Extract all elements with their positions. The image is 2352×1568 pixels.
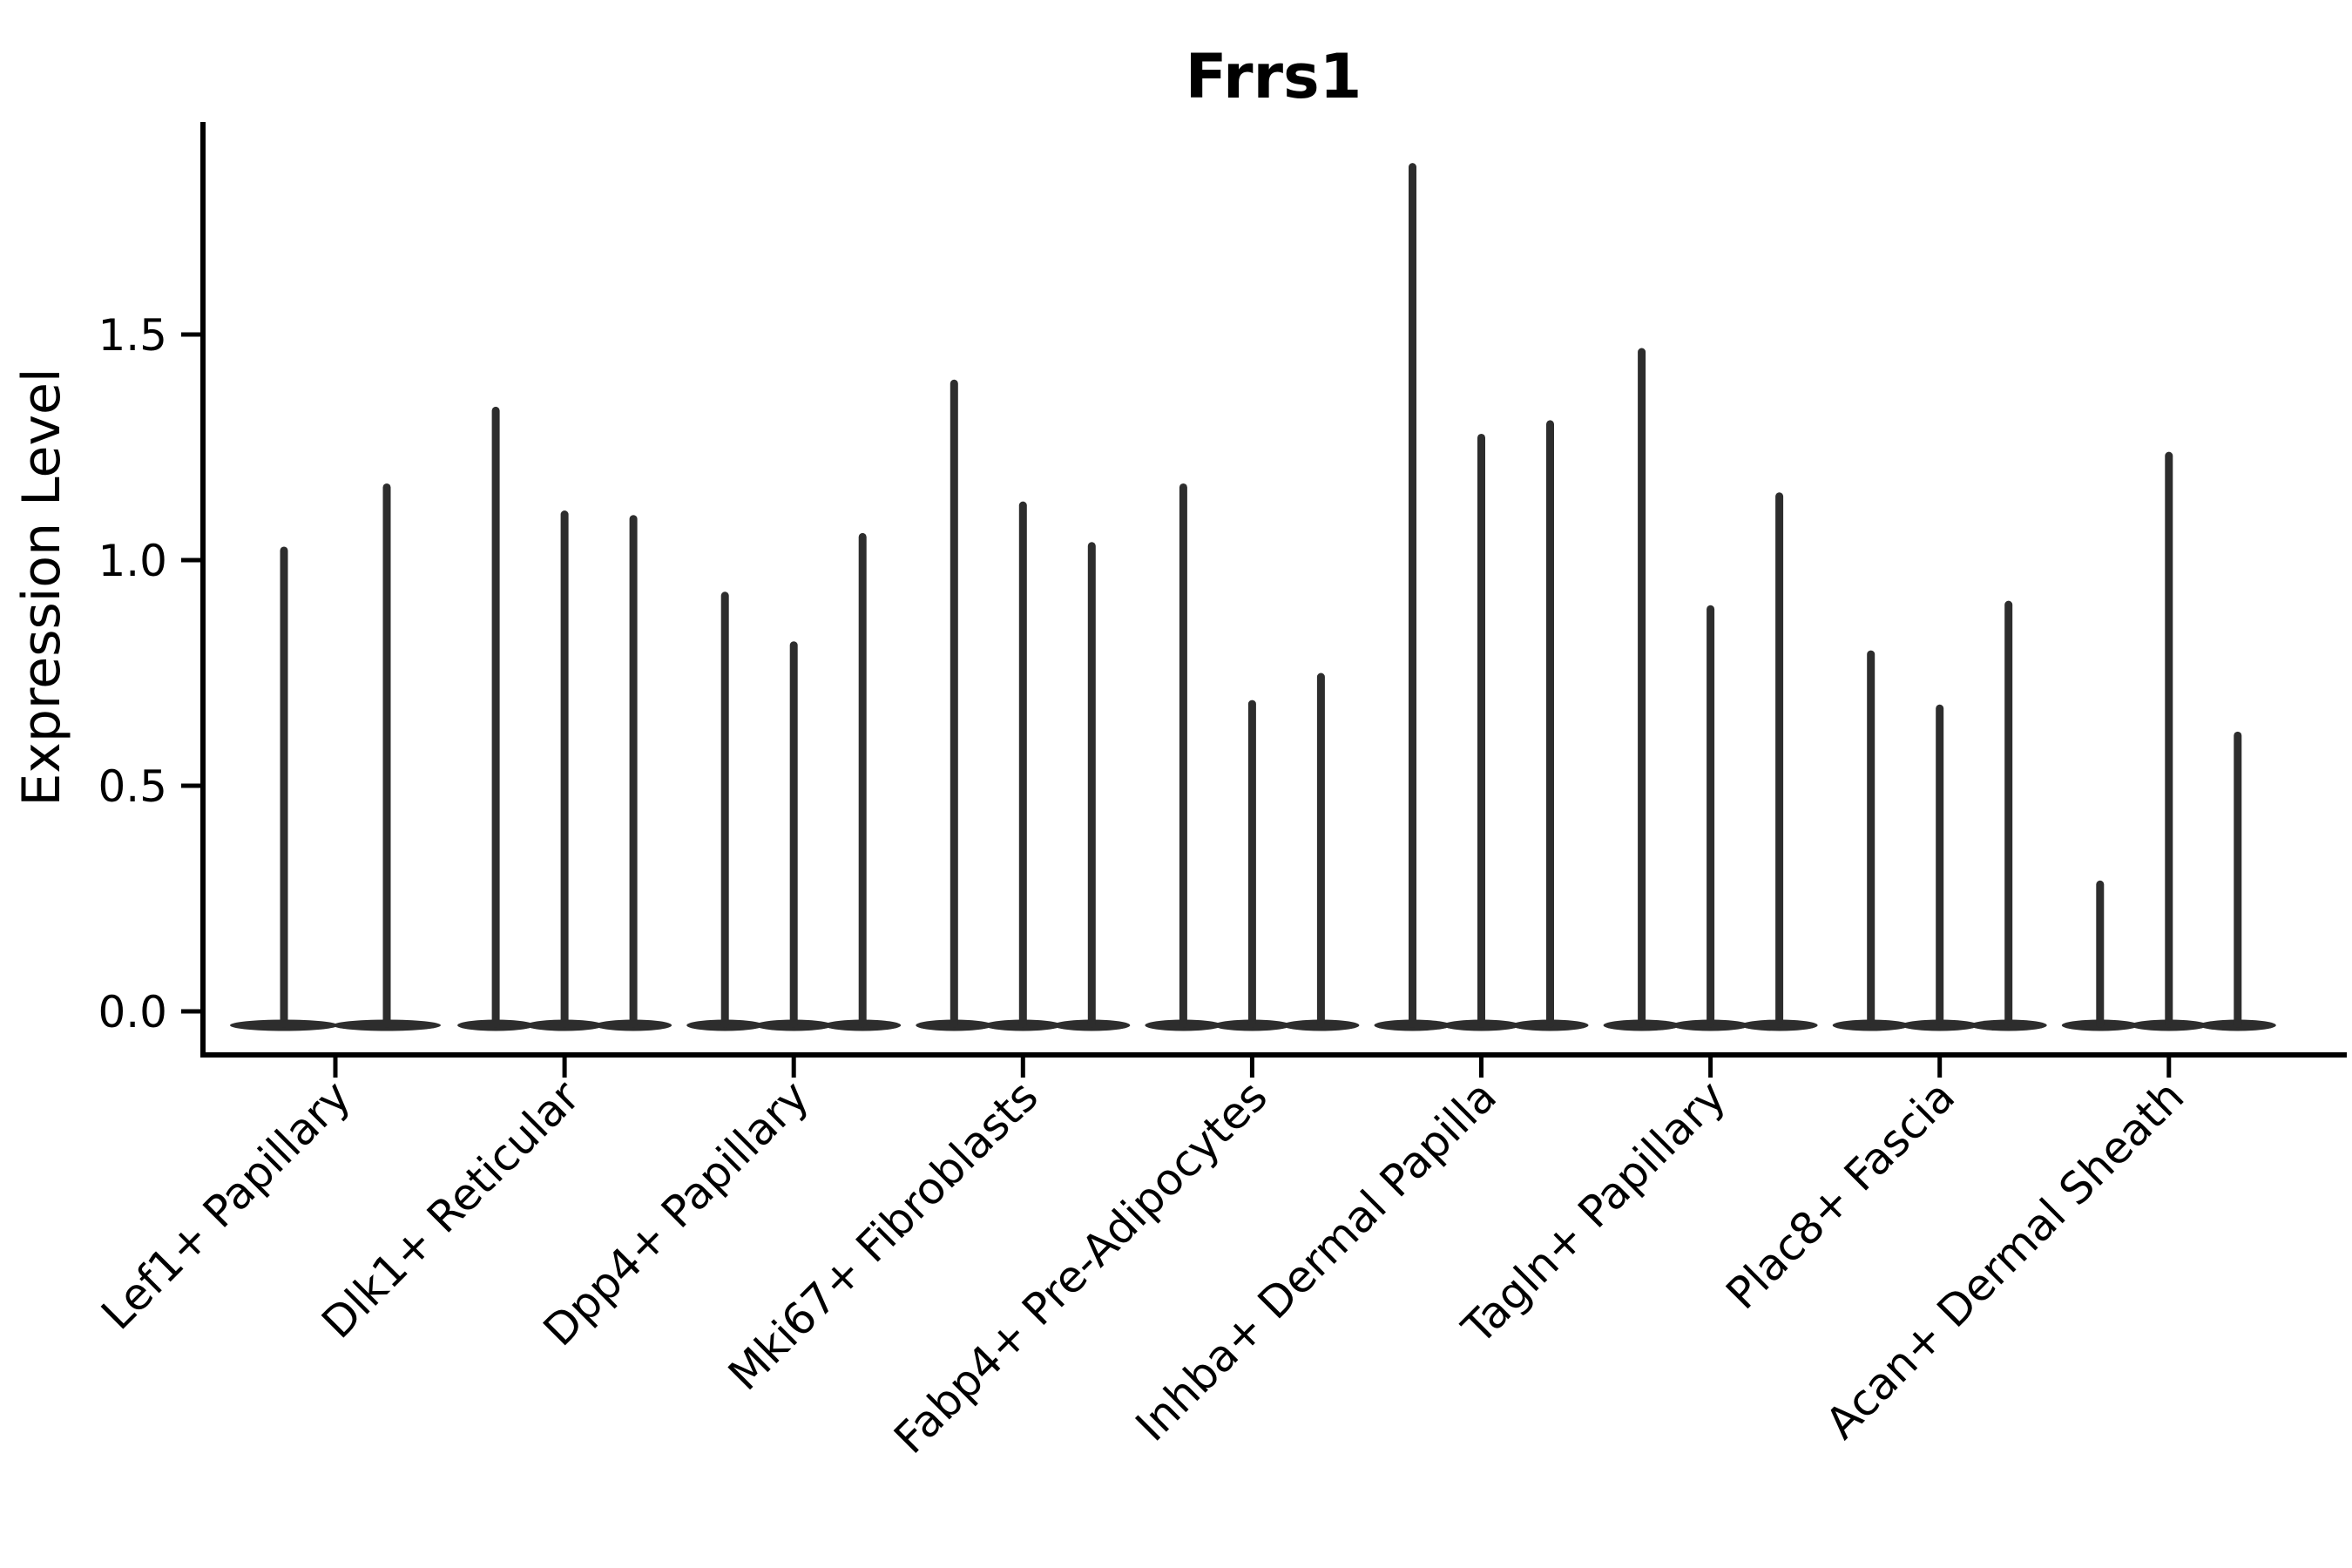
violin-spike [1707,605,1715,1028]
y-axis-label: Expression Level [11,368,72,806]
violin-spike [1867,650,1876,1028]
violin-spike [720,591,729,1028]
x-tick-label: Lef1+ Papillary [91,1071,360,1339]
violin-spike [2234,731,2242,1028]
axes-layer [181,122,2347,1078]
violin-spike [1247,700,1256,1028]
violin-spike [491,406,500,1028]
violin-spike [858,532,867,1028]
violin-spike [950,379,958,1028]
violin-spike [1018,501,1027,1028]
violin-spike [280,546,288,1028]
violin-spike [382,483,391,1028]
violin-spike [1546,420,1554,1028]
y-tick-label: 1.5 [98,310,167,361]
violin-spike [1179,483,1187,1028]
violin-spike [1477,433,1485,1029]
violin-spike [1775,492,1784,1028]
y-tick-label: 0.5 [98,761,167,812]
violin-spike [560,510,569,1028]
violin-spike [789,641,798,1028]
violin-spike [629,515,638,1028]
x-tick-label: Plac8+ Fascia [1716,1071,1964,1319]
violin-spike [2004,600,2013,1028]
chart-title: Frrs1 [1186,41,1362,112]
y-tick-label: 1.0 [98,536,167,586]
violin-spike [2165,451,2173,1028]
violin-spike [1936,704,1944,1028]
violin-spike [1638,348,1646,1028]
violin-layer [230,163,2276,1031]
x-tick-label: Fabp4+ Pre-Adipocytes [884,1071,1277,1463]
violin-spike [1409,163,1416,1028]
violin-spike [1087,542,1096,1028]
y-tick-label: 0.0 [98,987,167,1037]
violin-spike [1316,672,1325,1028]
violin-spike [2096,880,2105,1028]
